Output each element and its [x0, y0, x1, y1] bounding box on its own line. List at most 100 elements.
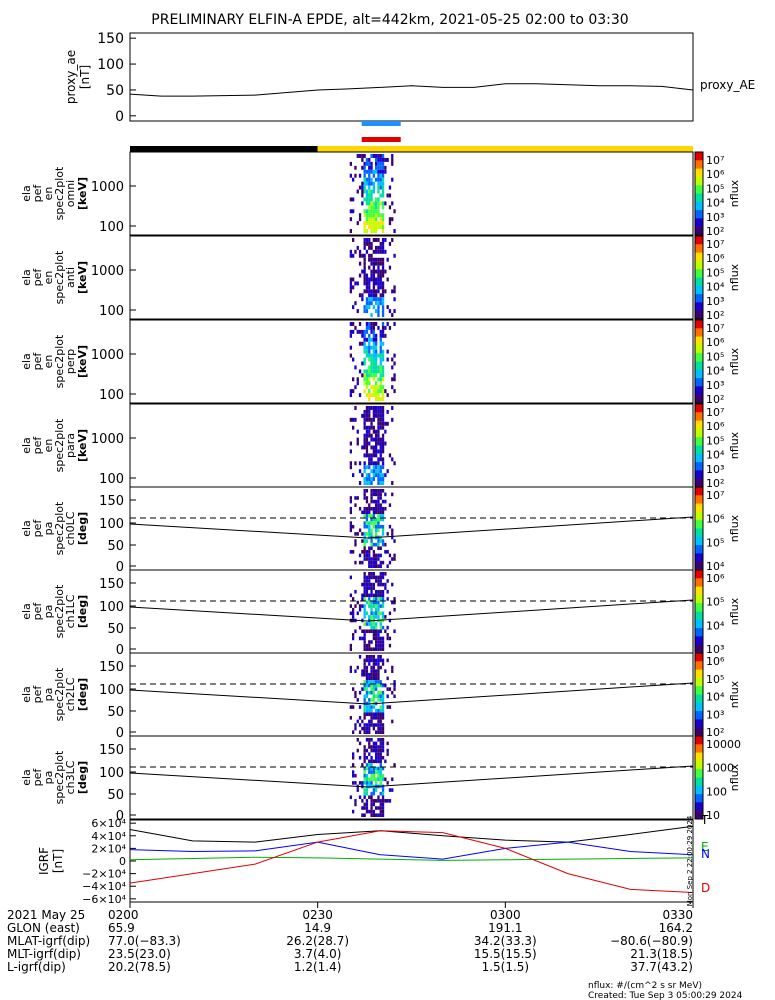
- spectrogram-cell: [372, 809, 376, 814]
- spectrogram-cell: [370, 600, 373, 605]
- spectrogram-cell: [386, 589, 389, 594]
- axis-cell: −80.6(−80.9): [610, 934, 693, 948]
- spectrogram-cell: [379, 249, 382, 254]
- colorbar-cell: [695, 460, 703, 463]
- colorbar-cell: [695, 262, 703, 266]
- colorbar-cell: [695, 441, 703, 444]
- igrf-tick-label: 6×10⁴: [91, 817, 126, 830]
- spectrogram-cell: [363, 417, 366, 422]
- spectrogram-cell: [368, 241, 371, 246]
- colorbar-label: 10⁴: [706, 449, 725, 462]
- spectrogram-cell: [381, 473, 385, 478]
- colorbar-cell: [695, 277, 703, 281]
- colorbar-cell: [695, 810, 703, 814]
- spectrogram-cell: [381, 575, 385, 580]
- spectrogram-cell: [375, 629, 378, 634]
- spectrogram-cell: [372, 289, 376, 294]
- igrf-tick-label: −6×10⁴: [82, 893, 126, 906]
- colorbar-cell: [695, 565, 703, 569]
- spectrogram-cell: [388, 788, 392, 792]
- spectrogram-cell: [365, 441, 369, 446]
- spectrogram-cell: [375, 712, 378, 717]
- colorbar-cell: [695, 497, 703, 500]
- panel-units: [deg]: [76, 512, 89, 545]
- spectrogram-cell: [381, 777, 385, 782]
- spectrogram-cell: [363, 185, 366, 190]
- spectrogram-cell: [377, 225, 380, 230]
- spectrogram-cell: [384, 325, 387, 330]
- axis-cell: 23.5(23.0): [108, 947, 171, 961]
- spectrogram-cell: [363, 261, 366, 266]
- spectrogram-cell: [386, 781, 389, 785]
- colorbar-cell: [695, 250, 703, 254]
- spectrogram-cell: [363, 532, 366, 536]
- spectrogram-cell: [368, 738, 371, 742]
- colorbar-cell: [695, 648, 703, 652]
- spectrogram-cell: [381, 393, 385, 398]
- spectrogram-cell: [370, 337, 373, 342]
- spectrogram-cell: [375, 759, 378, 764]
- spectrogram-cell: [384, 269, 387, 274]
- colorbar-cell: [695, 528, 703, 532]
- colorbar-cell: [695, 779, 703, 783]
- spectrogram-cell: [379, 225, 382, 230]
- spectrogram-cell: [356, 309, 359, 314]
- spectrogram-cell: [365, 377, 369, 382]
- spectrogram-cell: [358, 481, 362, 485]
- spectrogram-cell: [363, 481, 366, 485]
- spectrogram-cell: [388, 705, 392, 709]
- spectrogram-cell: [375, 521, 378, 525]
- spectrogram-cell: [365, 763, 369, 767]
- spectrogram-cell: [363, 445, 366, 450]
- spectrogram-cell: [363, 357, 366, 362]
- spectrogram-cell: [370, 672, 373, 677]
- spectrogram-cell: [377, 683, 380, 688]
- spectrogram-cell: [386, 658, 389, 663]
- spectrogram-cell: [377, 185, 380, 190]
- colorbar-cell: [695, 437, 703, 440]
- spectrogram-cell: [365, 557, 369, 561]
- colorbar-cell: [695, 756, 703, 760]
- spectrogram-cell: [379, 385, 382, 390]
- spectrogram-cell: [368, 481, 371, 485]
- spectrogram-cell: [372, 205, 376, 210]
- colorbar-cell: [695, 740, 703, 743]
- spectrogram-cell: [377, 481, 380, 485]
- spectrogram-cell: [372, 277, 376, 282]
- colorbar-cell: [695, 711, 703, 714]
- spectrogram-cell: [368, 705, 371, 709]
- spectrogram-cell: [386, 409, 389, 414]
- colorbar-cell: [695, 663, 703, 666]
- colorbar-cell: [695, 516, 703, 519]
- spectrogram-cell: [377, 269, 380, 274]
- spectrogram-cell: [375, 506, 378, 511]
- spectrogram-cell: [372, 676, 376, 681]
- spectrogram-cell: [377, 777, 380, 782]
- spectrogram-cell: [365, 705, 369, 709]
- spectrogram-cell: [365, 708, 369, 713]
- spectrogram-cell: [365, 373, 369, 378]
- spectrogram-cell: [370, 477, 373, 482]
- spectrogram-cell: [372, 185, 376, 190]
- spectrogram-cell: [358, 636, 362, 641]
- colorbar-label: 10²: [706, 225, 724, 238]
- spectrogram-cell: [352, 417, 355, 422]
- spectrogram-cell: [379, 506, 382, 511]
- spectrogram-cell: [368, 381, 371, 386]
- spectrogram-cell: [368, 369, 371, 374]
- y-tick-label: 150: [99, 743, 124, 758]
- spectrogram-cell: [372, 770, 376, 774]
- colorbar-cell: [695, 296, 703, 299]
- spectrogram-cell: [363, 748, 366, 753]
- spectrogram-cell: [365, 193, 369, 198]
- spectrogram-cell: [370, 521, 373, 525]
- spectrogram-cell: [372, 217, 376, 222]
- spectrogram-cell: [356, 496, 359, 500]
- spectrogram-cell: [370, 658, 373, 663]
- spectrogram-cell: [377, 429, 380, 434]
- spectrogram-cell: [365, 201, 369, 206]
- spectrogram-cell: [368, 672, 371, 677]
- spectrogram-cell: [352, 473, 355, 478]
- spectrogram-cell: [349, 593, 353, 598]
